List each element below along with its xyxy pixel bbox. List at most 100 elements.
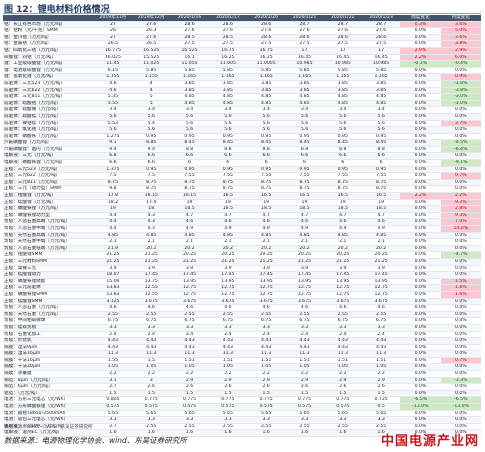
cell: -4.7% — [440, 251, 481, 259]
cell: 20.2 — [170, 245, 209, 253]
cell: 3.9 — [132, 265, 171, 273]
cell: 3.675 — [247, 298, 286, 306]
cell: 0.0% — [400, 383, 441, 391]
cell: 1.155 — [93, 73, 133, 81]
cell: -13.0% — [400, 403, 441, 411]
cell: 20.25 — [323, 251, 362, 259]
cell: 1.55 — [93, 357, 133, 365]
table-row: 正极：磷酸铁锂SMM 13.83 12.55 12.75 12.75 12.75 12.75… — [3, 291, 481, 299]
cell: 0.0% — [440, 265, 481, 273]
cell: 0.0% — [400, 304, 441, 312]
row-label: 正极：磷酸铁锂SMM — [3, 291, 94, 299]
cell: 16.25 — [247, 54, 286, 62]
cell: 27 — [93, 34, 133, 42]
cell: 5 — [132, 100, 171, 108]
cell: 5.85 — [132, 67, 171, 75]
cell: 2.2 — [361, 370, 401, 378]
cell: 0.0% — [440, 363, 481, 372]
cell: 0.9% — [440, 73, 481, 81]
cell: 2.9% — [440, 47, 481, 55]
cell: 4.6 — [208, 304, 247, 312]
table-row: 六氟磷酸锂：国内（万元/吨） 9.4 9.4 8.8 8.8 8.8 8.8 8.8 8.8 0.… — [3, 146, 481, 154]
cell: 8.45 — [361, 139, 401, 147]
cell: 8.45 — [170, 139, 209, 147]
cell: 19 — [93, 205, 133, 213]
cell: 28.6 — [170, 21, 209, 29]
cell: 1.6 — [247, 429, 286, 437]
cell: 5.65 — [170, 410, 209, 418]
cell: 4.85 — [208, 100, 247, 108]
cell: 4.6 — [285, 304, 324, 312]
cell: 4.43 — [361, 344, 401, 352]
cell: 1.51 — [247, 357, 286, 365]
cell: 13.95 — [170, 278, 209, 286]
cell: 0.575 — [132, 403, 171, 411]
cell: 28.7 — [323, 21, 362, 29]
row-label: 隔膜：涂覆膜 — [3, 370, 94, 378]
cell: 4.6 — [323, 218, 362, 226]
cell: 3.3 — [208, 416, 247, 424]
cell: 0.0% — [440, 383, 481, 391]
cell: 2.55 — [285, 311, 324, 319]
cell: 1.05 — [132, 363, 171, 372]
cell: 4.85 — [170, 93, 209, 101]
table-row: 负极：硅碳负极 3.3 3.3 3.3 3.3 3.3 3.3 3.3 3.3 0.0% 0.0% — [3, 324, 481, 332]
row-label: 正极：钴酸锂SMM — [3, 251, 94, 259]
cell: 18.5 — [285, 205, 324, 213]
cell: 16.5 — [247, 192, 286, 200]
cell: 4.85 — [285, 232, 324, 240]
cell: 6.6 — [93, 159, 133, 167]
cell: 2.55 — [170, 311, 209, 319]
header-cell: 2020/1/22 — [323, 15, 362, 22]
cell: 4.85 — [247, 93, 286, 101]
cell: 3.3 — [132, 324, 171, 332]
cell: 2.6 — [361, 383, 401, 391]
cell: -0.4% — [440, 60, 481, 68]
cell: 16.25 — [208, 54, 247, 62]
table-row: 钴：四氧化三钴（万元/吨） 16.775 16.525 16.525 16.75 16.7… — [3, 47, 481, 55]
cell: 1.165 — [170, 73, 209, 81]
cell: 4.6 — [247, 218, 286, 226]
cell: 0.95 — [247, 133, 286, 141]
cell: 6.75 — [361, 317, 401, 325]
cell: 18 — [132, 205, 171, 213]
cell: 2.7 — [93, 423, 133, 431]
table-row: 正极：三元材料SMM 21.25 21.25 21.25 21.25 21.25 21.25… — [3, 258, 481, 266]
row-label: 电池：方形三元电芯（元/Wh） — [3, 396, 94, 405]
cell: 1.05 — [323, 363, 362, 372]
cell: 1.5 — [285, 390, 324, 398]
row-label: 正极：锰酸锂动力 — [3, 271, 94, 279]
cell: 2.55 — [361, 423, 401, 431]
cell: 13.83 — [93, 291, 133, 299]
cell: 20.2 — [247, 245, 286, 253]
cell: 4.85 — [285, 93, 324, 101]
cell: 4.85 — [170, 100, 209, 108]
cell: 21.25 — [93, 258, 133, 266]
cell: 5.0% — [440, 27, 481, 35]
row-label: 正极：三元材料SMM — [3, 258, 94, 266]
cell: 26.5 — [132, 40, 171, 48]
cell: 27.5 — [323, 40, 362, 48]
cell: 4.43 — [323, 337, 362, 345]
cell: 3.7% — [440, 120, 481, 128]
row-label: 钴：金属钴（万元/吨） — [3, 40, 94, 48]
cell: 0.0% — [400, 126, 441, 134]
cell: 10.985 — [323, 60, 362, 68]
cell: 1.165 — [208, 73, 247, 81]
cell: 3.675 — [208, 298, 247, 306]
cell: 5.65 — [93, 410, 133, 418]
cell: 5.6 — [132, 113, 171, 121]
cell: 0.0% — [400, 377, 441, 385]
cell: 2.6 — [323, 383, 362, 391]
cell: 0.95 — [323, 166, 362, 174]
cell: 26.3 — [132, 27, 171, 35]
cell: 2.6 — [247, 383, 286, 391]
cell: 5.6 — [208, 120, 247, 128]
cell: 3.9 — [247, 265, 286, 273]
cell: 12.75 — [285, 284, 324, 292]
figure-title: 图 12：锂电材料价格情况 — [4, 5, 110, 15]
cell: 0.0% — [440, 423, 481, 431]
cell: 0.0% — [440, 179, 481, 187]
cell: 0.0% — [400, 429, 441, 437]
cell: 27.6 — [285, 27, 324, 35]
